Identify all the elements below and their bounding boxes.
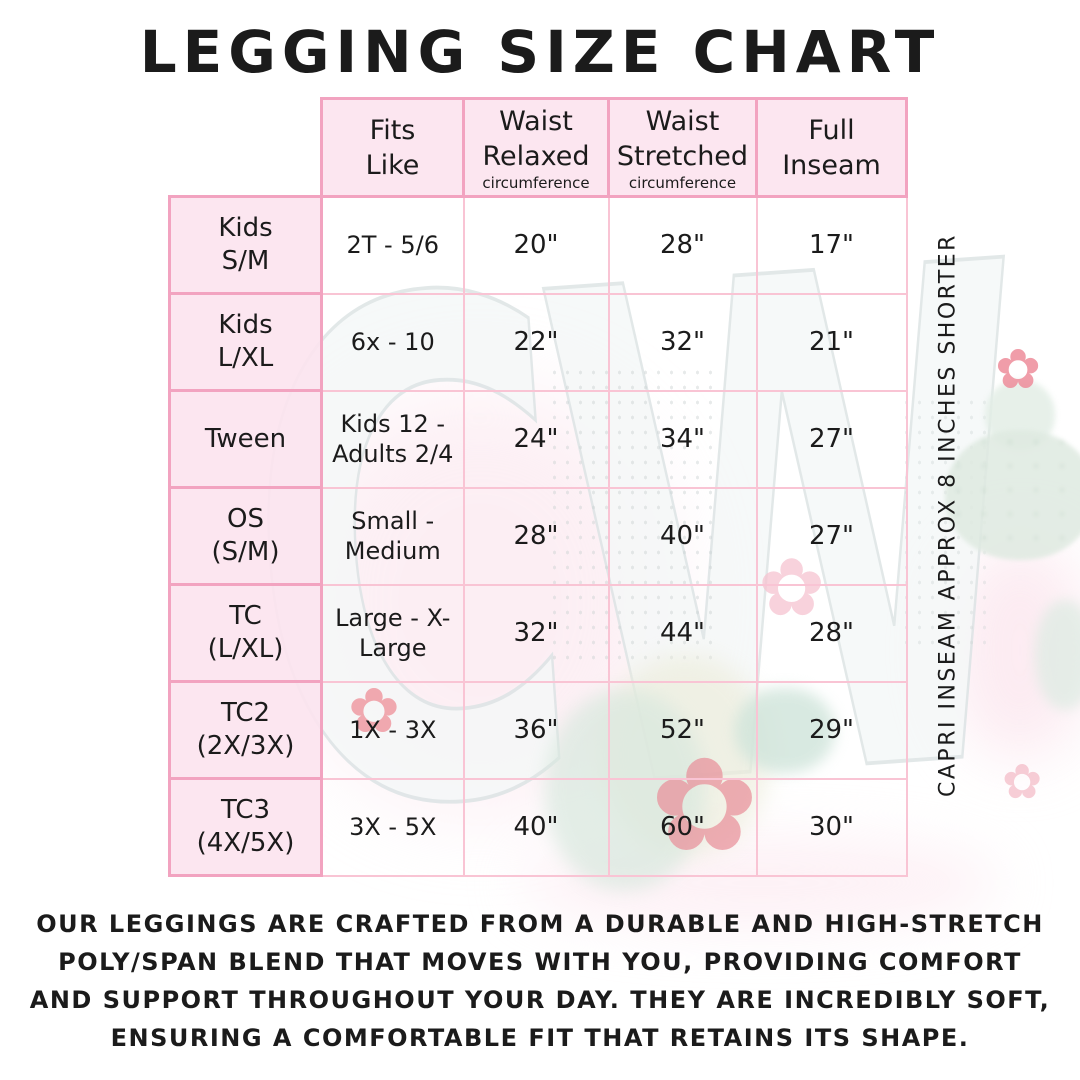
corner-cell bbox=[170, 99, 322, 197]
fits-like-cell: 6x - 10 bbox=[320, 292, 465, 392]
table-row: OS (S/M) Small - Medium 28" 40" 27" bbox=[168, 486, 908, 586]
full-inseam-cell: 29" bbox=[755, 680, 908, 780]
column-header-waist-stretched: Waist Stretched circumference bbox=[607, 97, 758, 198]
full-inseam-cell: 28" bbox=[755, 583, 908, 683]
page-title: LEGGING SIZE CHART bbox=[139, 18, 941, 86]
full-inseam-cell: 21" bbox=[755, 292, 908, 392]
waist-relaxed-cell: 40" bbox=[462, 777, 610, 877]
row-label: TC (L/XL) bbox=[168, 583, 323, 683]
table-row: TC2 (2X/3X) 1X - 3X 36" 52" 29" bbox=[168, 680, 908, 780]
row-label: OS (S/M) bbox=[168, 486, 323, 586]
description-line: ENSURING A COMFORTABLE FIT THAT RETAINS … bbox=[110, 1024, 970, 1052]
full-inseam-cell: 27" bbox=[755, 486, 908, 586]
flower-icon: ✿ bbox=[995, 337, 1042, 401]
fits-like-cell: Large - X-Large bbox=[320, 583, 465, 683]
description-line: AND SUPPORT THROUGHOUT YOUR DAY. THEY AR… bbox=[29, 986, 1051, 1014]
table-row: TC (L/XL) Large - X-Large 32" 44" 28" bbox=[168, 583, 908, 683]
pink-wash bbox=[950, 540, 1080, 760]
waist-relaxed-cell: 22" bbox=[462, 292, 610, 392]
waist-stretched-cell: 44" bbox=[607, 583, 758, 683]
full-inseam-cell: 17" bbox=[755, 195, 908, 295]
capri-inseam-note: CAPRI INSEAM APPROX 8 INCHES SHORTER bbox=[935, 233, 961, 797]
row-label: TC2 (2X/3X) bbox=[168, 680, 323, 780]
row-label: TC3 (4X/5X) bbox=[168, 777, 323, 877]
table-row: Kids L/XL 6x - 10 22" 32" 21" bbox=[168, 292, 908, 392]
description-line: OUR LEGGINGS ARE CRAFTED FROM A DURABLE … bbox=[36, 910, 1044, 938]
waist-relaxed-cell: 24" bbox=[462, 389, 610, 489]
waist-relaxed-cell: 20" bbox=[462, 195, 610, 295]
waist-relaxed-cell: 28" bbox=[462, 486, 610, 586]
description-text: OUR LEGGINGS ARE CRAFTED FROM A DURABLE … bbox=[0, 905, 1080, 1057]
row-label: Kids S/M bbox=[168, 195, 323, 295]
row-label: Kids L/XL bbox=[168, 292, 323, 392]
waist-relaxed-cell: 36" bbox=[462, 680, 610, 780]
header-row: Fits Like Waist Relaxed circumference Wa… bbox=[170, 97, 908, 198]
table-row: TC3 (4X/5X) 3X - 5X 40" 60" 30" bbox=[168, 777, 908, 877]
flower-icon: ✿ bbox=[1002, 754, 1043, 810]
row-label: Tween bbox=[168, 389, 323, 489]
cactus-pad-icon bbox=[985, 380, 1055, 450]
fits-like-cell: Small - Medium bbox=[320, 486, 465, 586]
waist-stretched-cell: 40" bbox=[607, 486, 758, 586]
column-header-waist-relaxed: Waist Relaxed circumference bbox=[462, 97, 610, 198]
fits-like-cell: 3X - 5X bbox=[320, 777, 465, 877]
waist-relaxed-cell: 32" bbox=[462, 583, 610, 683]
column-header-fits-like: Fits Like bbox=[320, 97, 465, 198]
full-inseam-cell: 27" bbox=[755, 389, 908, 489]
column-header-full-inseam: Full Inseam bbox=[755, 97, 908, 198]
cactus-shape bbox=[1035, 600, 1080, 710]
fits-like-cell: 2T - 5/6 bbox=[320, 195, 465, 295]
waist-stretched-cell: 60" bbox=[607, 777, 758, 877]
waist-stretched-cell: 34" bbox=[607, 389, 758, 489]
table-row: Kids S/M 2T - 5/6 20" 28" 17" bbox=[168, 195, 908, 295]
waist-stretched-cell: 32" bbox=[607, 292, 758, 392]
size-chart-table: Fits Like Waist Relaxed circumference Wa… bbox=[168, 97, 908, 877]
waist-stretched-cell: 52" bbox=[607, 680, 758, 780]
full-inseam-cell: 30" bbox=[755, 777, 908, 877]
fits-like-cell: 1X - 3X bbox=[320, 680, 465, 780]
fits-like-cell: Kids 12 - Adults 2/4 bbox=[320, 389, 465, 489]
table-row: Tween Kids 12 - Adults 2/4 24" 34" 27" bbox=[168, 389, 908, 489]
cactus-pad-icon bbox=[945, 430, 1080, 560]
description-line: POLY/SPAN BLEND THAT MOVES WITH YOU, PRO… bbox=[58, 948, 1022, 976]
waist-stretched-cell: 28" bbox=[607, 195, 758, 295]
